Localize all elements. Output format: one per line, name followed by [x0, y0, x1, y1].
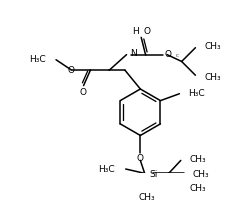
- Text: Si: Si: [149, 169, 157, 178]
- Text: O: O: [144, 27, 151, 36]
- Text: CH₃: CH₃: [204, 42, 221, 51]
- Text: H₃C: H₃C: [98, 164, 115, 173]
- Text: H₃C: H₃C: [29, 54, 46, 63]
- Text: O: O: [137, 154, 144, 163]
- Text: CH₃: CH₃: [189, 184, 206, 192]
- Text: H: H: [132, 27, 139, 36]
- Text: O: O: [67, 65, 74, 74]
- Text: C: C: [176, 53, 179, 57]
- Text: N: N: [130, 49, 137, 58]
- Text: CH₃: CH₃: [138, 192, 155, 200]
- Text: CH₃: CH₃: [204, 73, 221, 82]
- Text: H₃C: H₃C: [188, 89, 205, 98]
- Text: CH₃: CH₃: [189, 154, 206, 163]
- Text: O: O: [79, 88, 86, 97]
- Text: O: O: [164, 50, 171, 59]
- Text: CH₃: CH₃: [193, 169, 210, 178]
